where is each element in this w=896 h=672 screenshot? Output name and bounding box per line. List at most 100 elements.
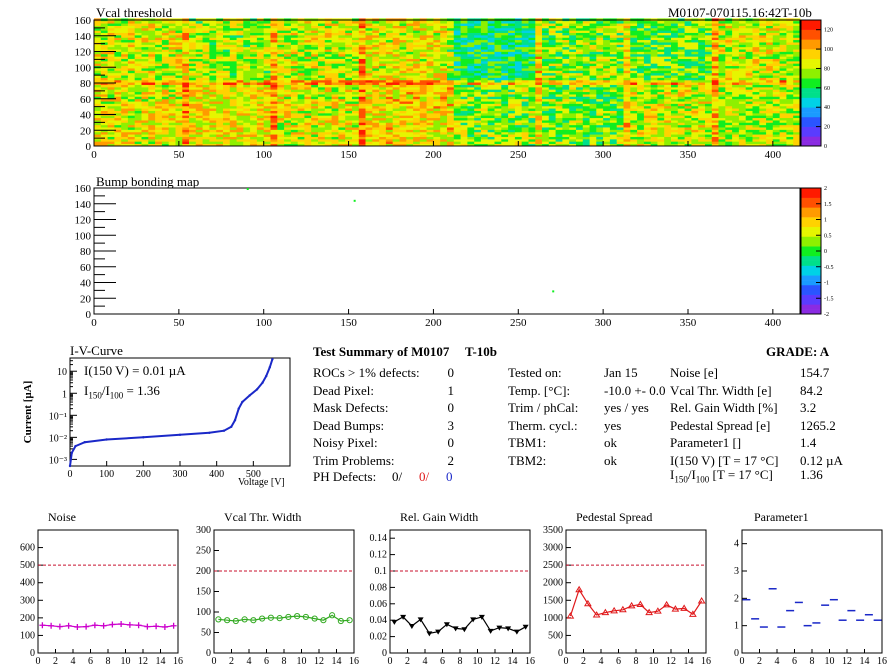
heatmap-cell (94, 138, 102, 142)
heatmap-cell (616, 110, 624, 114)
heatmap-cell (127, 122, 136, 126)
heatmap-cell (148, 27, 156, 31)
heatmap-cell (630, 110, 638, 114)
heatmap-cell (501, 27, 509, 31)
heatmap-cell (521, 30, 529, 33)
heatmap-cell (100, 25, 108, 29)
heatmap-cell (189, 68, 197, 71)
heatmap-cell (419, 77, 427, 81)
heatmap-cell (127, 134, 136, 137)
heatmap-cell (134, 20, 142, 24)
heatmap-cell (250, 77, 258, 81)
heatmap-cell (426, 42, 434, 45)
heatmap-cell (338, 23, 346, 26)
heatmap-cell (318, 94, 326, 97)
heatmap-cell (542, 127, 550, 130)
heatmap-cell (677, 86, 685, 90)
heatmap-cell (480, 30, 489, 33)
heatmap-cell (555, 46, 563, 50)
heatmap-cell (582, 63, 590, 67)
heatmap-cell (711, 105, 719, 109)
heatmap-cell (256, 30, 265, 33)
heatmap-cell (290, 77, 299, 81)
heatmap-cell (216, 141, 224, 145)
heatmap-cell (250, 120, 258, 123)
heatmap-cell (413, 115, 421, 119)
heatmap-cell (236, 65, 244, 69)
heatmap-cell (365, 94, 373, 97)
heatmap-cell (270, 112, 278, 116)
heatmap-cell (297, 108, 305, 111)
heatmap-cell (501, 112, 509, 116)
heatmap-cell (711, 42, 719, 45)
heatmap-cell (318, 131, 326, 135)
heatmap-cell (114, 79, 122, 83)
heatmap-cell (643, 56, 652, 59)
heatmap-cell (426, 98, 434, 102)
heatmap-cell (331, 35, 339, 38)
heatmap-cell (243, 68, 251, 71)
heatmap-cell (555, 98, 563, 102)
heatmap-cell (596, 108, 604, 111)
heatmap-cell (562, 60, 570, 64)
heatmap-cell (114, 117, 122, 121)
heatmap-cell (324, 124, 332, 128)
heatmap-cell (148, 35, 156, 38)
heatmap-cell (576, 127, 584, 130)
heatmap-cell (535, 25, 543, 29)
heatmap-cell (487, 101, 495, 104)
heatmap-cell (100, 110, 108, 114)
heatmap-cell (596, 91, 604, 95)
heatmap-cell (236, 51, 244, 55)
heatmap-cell (582, 124, 590, 128)
heatmap-cell (419, 134, 427, 137)
heatmap-cell (155, 32, 163, 36)
heatmap-cell (691, 84, 699, 88)
heatmap-cell (229, 23, 237, 26)
heatmap-cell (168, 32, 176, 36)
heatmap-cell (161, 37, 170, 41)
heatmap-cell (596, 32, 604, 36)
heatmap-cell (691, 56, 699, 59)
heatmap-cell (94, 110, 102, 114)
heatmap-cell (134, 101, 142, 104)
heatmap-cell (542, 96, 550, 100)
heatmap-cell (419, 37, 427, 41)
heatmap-cell (100, 108, 108, 111)
heatmap-cell (352, 141, 360, 145)
heatmap-cell (426, 120, 434, 123)
heatmap-cell (677, 112, 685, 116)
heatmap-cell (453, 129, 461, 133)
heatmap-cell (365, 49, 373, 52)
heatmap-cell (521, 23, 529, 26)
heatmap-cell (643, 105, 652, 109)
heatmap-cell (643, 86, 652, 90)
heatmap-cell (671, 72, 679, 76)
heatmap-cell (684, 56, 692, 59)
heatmap-cell (168, 84, 176, 88)
heatmap-cell (562, 77, 570, 81)
heatmap-cell (141, 25, 149, 29)
heatmap-cell (338, 37, 346, 41)
heatmap-cell (263, 65, 271, 69)
heatmap-cell (433, 75, 441, 78)
heatmap-cell (542, 117, 550, 121)
heatmap-cell (684, 82, 692, 85)
heatmap-cell (508, 39, 516, 43)
heatmap-cell (345, 37, 353, 41)
heatmap-cell (426, 39, 434, 43)
heatmap-cell (311, 127, 319, 130)
heatmap-cell (521, 96, 529, 100)
heatmap-cell (535, 112, 543, 116)
heatmap-cell (569, 84, 577, 88)
heatmap-cell (664, 27, 672, 31)
heatmap-cell (440, 58, 448, 62)
heatmap-cell (155, 37, 163, 41)
heatmap-cell (691, 96, 699, 100)
heatmap-cell (609, 94, 618, 97)
heatmap-cell (698, 32, 706, 36)
heatmap-cell (352, 108, 360, 111)
heatmap-cell (263, 58, 271, 62)
heatmap-cell (548, 75, 556, 78)
heatmap-cell (603, 122, 611, 126)
